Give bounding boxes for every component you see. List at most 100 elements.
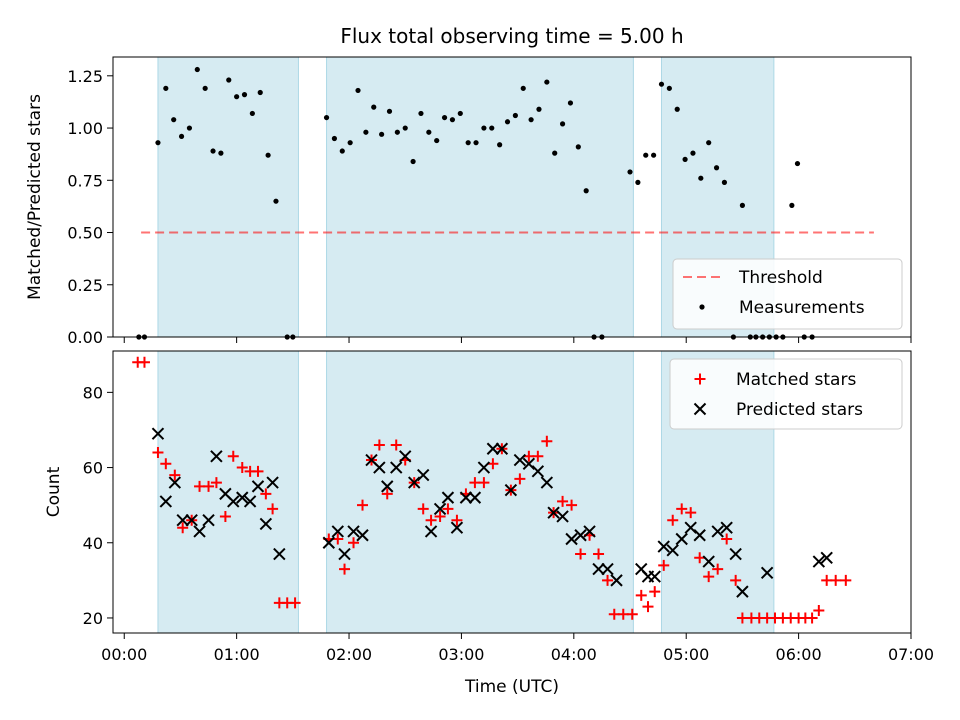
predicted-point: [459, 491, 473, 504]
measurement-point: [559, 121, 566, 127]
measurement-point: [658, 81, 665, 87]
predicted-point: [168, 476, 182, 489]
matched-point: [260, 488, 272, 500]
measurement-point: [355, 87, 361, 94]
predicted-point: [331, 525, 344, 538]
x-tick-label: 03:00: [438, 645, 484, 664]
matched-point: [676, 503, 688, 515]
predicted-point: [408, 476, 421, 489]
predicted-point: [574, 529, 587, 542]
legend-measurements-swatch: [699, 304, 705, 310]
matched-point: [373, 439, 385, 451]
predicted-point: [666, 544, 679, 557]
predicted-point: [338, 547, 351, 561]
predicted-point: [531, 465, 545, 478]
predicted-point: [450, 521, 464, 534]
matched-point: [210, 477, 222, 489]
predicted-point: [159, 495, 173, 508]
measurement-point: [339, 148, 345, 154]
predicted-point: [477, 461, 491, 474]
legend: Threshold Measurements: [672, 258, 903, 330]
x-tick-label: 05:00: [663, 645, 709, 664]
y-axis: 0.00 0.25 0.50 0.75 1.00 1.25: [67, 67, 113, 347]
matched-point: [541, 435, 553, 447]
predicted-point: [243, 495, 257, 508]
measurement-point: [682, 156, 688, 162]
measurement-point: [394, 129, 400, 135]
matched-point: [532, 450, 544, 462]
matched-point: [694, 552, 706, 564]
predicted-point: [433, 502, 447, 516]
measurement-point: [465, 140, 471, 146]
x-axis: 00:00 01:00 02:00 03:00 04:00 05:00 06:00 07:00: [101, 633, 934, 664]
matched-point: [227, 450, 239, 462]
x-tick-label: 00:00: [101, 645, 147, 664]
matched-point: [169, 469, 181, 481]
matched-point: [703, 571, 715, 583]
predicted-point: [556, 510, 569, 523]
predicted-point: [495, 442, 509, 455]
measurement-point: [331, 135, 338, 142]
measurement-point: [739, 202, 746, 208]
measurement-point: [194, 66, 200, 73]
x-tick-label: 01:00: [214, 645, 260, 664]
predicted-point: [693, 402, 707, 416]
x-axis-label: Time (UTC): [464, 677, 559, 697]
predicted-point: [684, 521, 697, 534]
measurement-point: [713, 165, 720, 171]
matched-point: [626, 608, 638, 620]
matched-point: [236, 462, 248, 474]
measurement-point: [544, 79, 550, 85]
legend-box: [669, 358, 903, 430]
measurement-point: [643, 152, 649, 158]
x-tick-label: 02:00: [326, 645, 372, 664]
y-tick-label: 60: [83, 459, 103, 478]
measurement-point: [363, 129, 369, 135]
predicted-point: [736, 585, 749, 598]
matched-point: [203, 480, 215, 492]
predicted-point: [441, 491, 455, 504]
data-layer: [132, 356, 852, 624]
measurement-point: [520, 85, 526, 91]
y-tick-label: 20: [83, 609, 103, 628]
matched-point: [267, 503, 279, 515]
matched-point: [840, 574, 852, 586]
measurement-point: [789, 202, 795, 208]
matched-point: [425, 514, 437, 526]
predicted-point: [176, 513, 189, 527]
predicted-point: [648, 570, 661, 583]
predicted-point: [513, 453, 527, 467]
matched-point: [667, 514, 679, 526]
matched-point: [806, 612, 818, 624]
measurement-point: [583, 188, 589, 194]
predicted-point: [592, 562, 605, 576]
predicted-point: [711, 525, 724, 538]
matched-point: [830, 574, 842, 586]
matched-point: [451, 514, 463, 526]
measurement-point: [257, 89, 263, 96]
predicted-point: [657, 540, 670, 553]
measurement-point: [323, 114, 330, 121]
y-tick-label: 1.00: [67, 119, 103, 138]
measurement-point: [218, 150, 224, 156]
matched-point: [566, 499, 578, 511]
measurement-point: [635, 179, 641, 185]
predicted-point: [322, 536, 336, 549]
measurement-point: [706, 140, 712, 146]
matched-point: [685, 507, 697, 519]
matched-point: [721, 533, 733, 545]
measurement-point: [497, 142, 503, 148]
legend-threshold-label: Threshold: [738, 268, 823, 288]
predicted-point: [236, 491, 249, 504]
predicted-point: [720, 521, 733, 534]
measurement-point: [241, 92, 248, 98]
measurement-point: [178, 133, 185, 140]
predicted-point: [601, 562, 614, 576]
legend: Matched stars Predicted stars: [669, 358, 903, 430]
matched-point: [381, 488, 393, 500]
measurement-point: [449, 117, 456, 123]
predicted-point: [812, 555, 826, 568]
measurement-point: [379, 131, 385, 137]
plot-frame: [112, 56, 912, 338]
predicted-point: [381, 480, 394, 493]
